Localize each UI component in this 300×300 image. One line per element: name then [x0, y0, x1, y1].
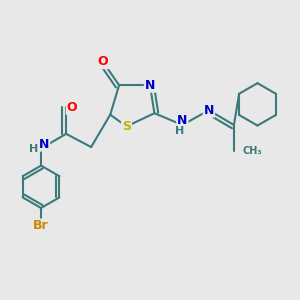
Text: H: H: [175, 126, 184, 136]
Text: O: O: [67, 101, 77, 114]
Text: Br: Br: [33, 220, 49, 232]
Text: S: S: [122, 120, 131, 133]
Text: N: N: [177, 114, 188, 127]
Text: N: N: [39, 138, 49, 151]
Text: CH₃: CH₃: [243, 146, 262, 157]
Text: O: O: [98, 55, 108, 68]
Text: H: H: [29, 143, 38, 154]
Text: N: N: [204, 104, 214, 117]
Text: N: N: [145, 79, 155, 92]
